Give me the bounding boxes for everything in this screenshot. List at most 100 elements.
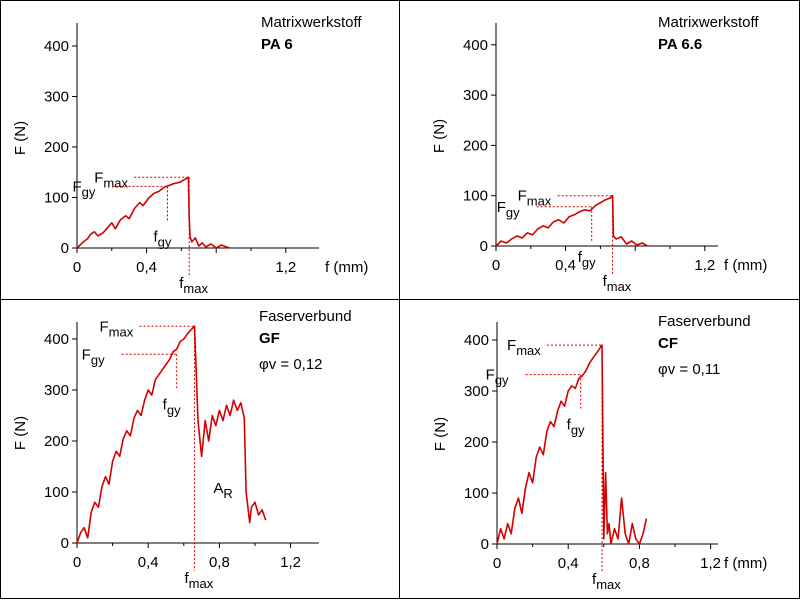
panel-label: Matrixwerkstoff (261, 14, 362, 31)
y-tick-label: 0 (480, 238, 488, 255)
x-tick-label: 1,2 (275, 259, 296, 276)
annotation-fmax-main: F (99, 318, 108, 335)
y-tick-label: 200 (44, 139, 69, 156)
annotation-fgy-sub: gy (582, 255, 596, 270)
y-tick-label: 0 (61, 535, 69, 552)
annotation-fmax-main: f (179, 275, 184, 292)
y-tick-label: 100 (464, 485, 489, 502)
annotation-fgy-main: f (163, 396, 168, 413)
x-tick-label: 1,2 (694, 257, 715, 274)
x-tick-label: 1,2 (700, 555, 721, 572)
annotation-fmax: Fmax (507, 337, 541, 358)
annotation-fmax-main: F (94, 169, 103, 186)
y-tick-label: 0 (61, 240, 69, 257)
annotation-fgy-sub: gy (82, 184, 96, 199)
annotation-ar-main: A (213, 480, 223, 497)
y-axis-label: F (N) (431, 119, 448, 153)
y-axis-label: F (N) (432, 417, 449, 451)
series-line-0 (495, 194, 648, 247)
annotation-fgy: Fgy (82, 346, 105, 367)
y-tick-label: 400 (464, 332, 489, 349)
x-tick-label: 0 (73, 259, 81, 276)
y-tick-label: 200 (463, 137, 488, 154)
x-tick-label: 0,8 (209, 554, 230, 571)
annotation-fmax: Fmax (94, 169, 128, 190)
annotation-fmax-sub: max (109, 324, 134, 339)
annotation-fmax-sub: max (183, 281, 208, 296)
panel-cf: 0 100 200 300 400 0 0,4 0,8 1,2 f (mm) F (N) Faserv… (399, 299, 800, 599)
chart-cf: 0 100 200 300 400 0 0,4 0,8 1,2 f (mm) F (N) Faserv… (432, 313, 767, 592)
x-axis-label: f (mm) (724, 257, 767, 274)
annotation-fmax: fmax (184, 570, 213, 591)
x-tick-label: 1,2 (280, 554, 301, 571)
x-axis-label: f (mm) (724, 555, 767, 572)
y-tick-label: 400 (44, 331, 69, 348)
annotation-fmax: Fmax (518, 188, 552, 209)
y-tick-label: 100 (44, 484, 69, 501)
panel-label: Faserverbund (259, 308, 352, 325)
material-label: CF (658, 335, 678, 352)
y-tick-label: 200 (464, 434, 489, 451)
y-axis-label: F (N) (12, 121, 29, 155)
annotation-fmax-main: f (184, 570, 189, 587)
panel-gf: 0 100 200 300 400 0 0,4 0,8 1,2 F (N) Faserverbund… (0, 299, 400, 599)
fiber-volume-label: φv = 0,12 (259, 356, 323, 373)
panel-label: Faserverbund (658, 313, 751, 330)
fiber-volume-label: φv = 0,11 (658, 361, 720, 378)
annotation-ar-sub: R (223, 486, 232, 501)
chart-pa66: 0 100 200 300 400 0 0,4 1,2 f (mm) F (N) Matrixwer… (431, 14, 767, 294)
annotation-fgy: Fgy (497, 199, 520, 220)
annotation-fgy: Fgy (486, 367, 509, 388)
y-tick-label: 400 (44, 38, 69, 55)
annotation-fgy-sub: gy (571, 423, 585, 438)
annotation-fgy-sub: gy (158, 234, 172, 249)
annotation-fmax-sub: max (189, 576, 214, 591)
panel-pa6: 0 100 200 300 400 0 0,4 1,2 f (mm) F (N) Matrixwer… (0, 0, 400, 300)
panel-label: Matrixwerkstoff (658, 14, 759, 31)
series-line-0 (496, 344, 648, 545)
annotation-fgy-main: f (153, 228, 158, 245)
annotation-fmax-sub: max (516, 343, 541, 358)
y-tick-label: 300 (44, 89, 69, 106)
annotation-fgy-sub: gy (167, 402, 181, 417)
chart-gf: 0 100 200 300 400 0 0,4 0,8 1,2 F (N) Faserverbund… (12, 308, 352, 591)
y-tick-label: 0 (481, 536, 489, 553)
annotation-fgy: fgy (567, 417, 585, 438)
annotation-fmax-main: F (518, 188, 527, 205)
annotation-fgy-main: F (82, 346, 91, 363)
x-tick-label: 0 (493, 555, 501, 572)
annotation-fmax-main: f (603, 273, 608, 290)
annotation-fgy-main: F (72, 178, 81, 195)
y-tick-label: 100 (463, 188, 488, 205)
x-tick-label: 0,4 (555, 257, 576, 274)
material-label: GF (259, 330, 280, 347)
annotation-fgy-main: F (486, 367, 495, 384)
x-tick-label: 0 (73, 554, 81, 571)
x-tick-label: 0,8 (629, 555, 650, 572)
annotation-fgy: fgy (163, 396, 181, 417)
annotation-fmax-main: f (592, 571, 597, 588)
series-line-0 (76, 176, 231, 249)
material-label: PA 6 (261, 36, 293, 53)
annotation-ar: AR (213, 480, 232, 501)
annotation-fgy-main: f (567, 417, 572, 434)
annotation-fgy: fgy (153, 228, 171, 249)
annotation-fgy-sub: gy (506, 205, 520, 220)
annotation-fmax-sub: max (103, 175, 128, 190)
y-tick-label: 100 (44, 190, 69, 207)
annotation-fgy-main: f (578, 249, 583, 266)
annotation-fmax-main: F (507, 337, 516, 354)
annotation-fgy: fgy (578, 249, 596, 270)
annotation-fgy-sub: gy (91, 352, 105, 367)
y-tick-label: 400 (463, 37, 488, 54)
panel-pa66: 0 100 200 300 400 0 0,4 1,2 f (mm) F (N) Matrixwer… (399, 0, 800, 300)
annotation-fmax: fmax (592, 571, 621, 592)
annotation-fgy: Fgy (72, 178, 95, 199)
x-tick-label: 0,4 (558, 555, 579, 572)
material-label: PA 6.6 (658, 36, 702, 53)
annotation-fgy-main: F (497, 199, 506, 216)
annotation-fmax-sub: max (596, 577, 621, 592)
x-tick-label: 0,4 (136, 259, 157, 276)
x-tick-label: 0,4 (138, 554, 159, 571)
y-tick-label: 300 (463, 87, 488, 104)
